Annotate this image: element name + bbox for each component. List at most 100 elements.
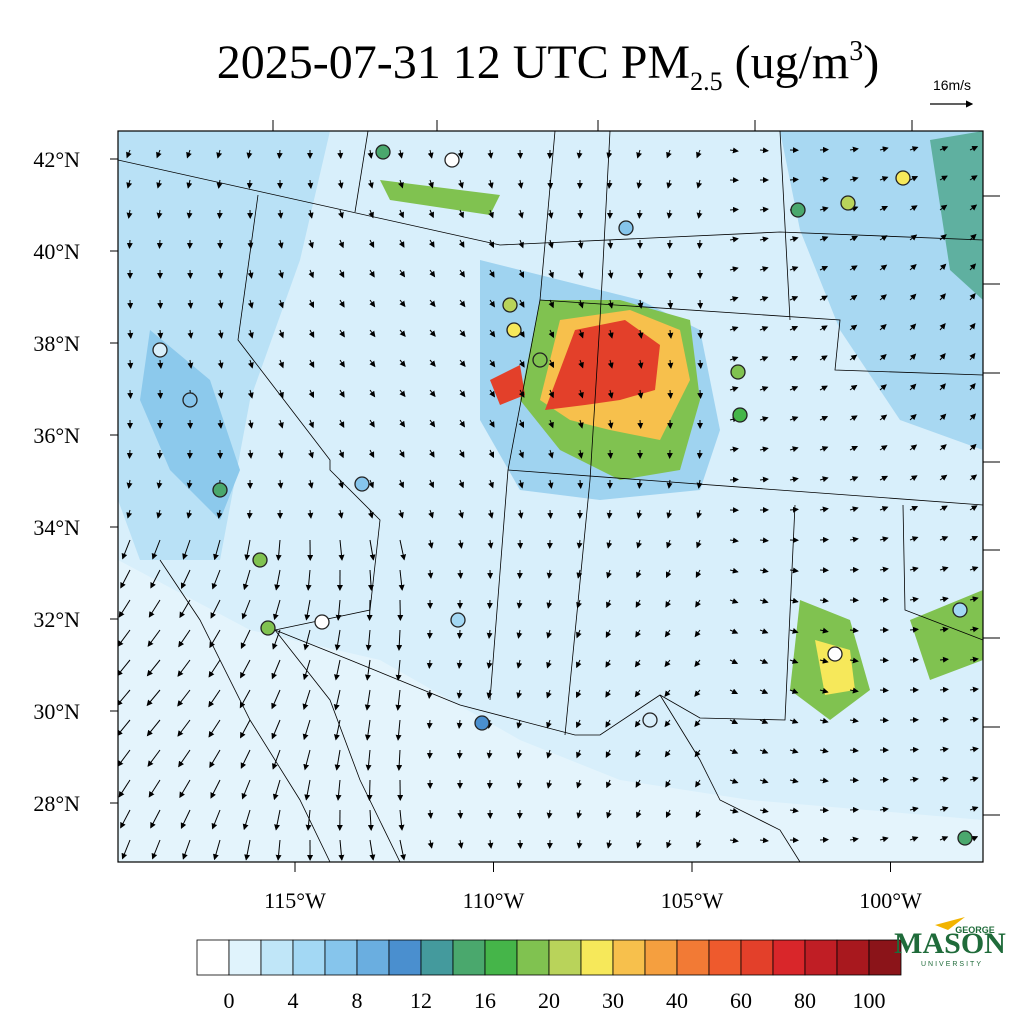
- wind-arrow: [308, 269, 314, 279]
- wind-arrow: [397, 149, 404, 159]
- wind-reference: 16m/s: [933, 77, 971, 93]
- wind-arrow: [399, 389, 406, 398]
- wind-arrow: [489, 389, 496, 398]
- wind-arrow: [211, 569, 221, 590]
- map: [118, 131, 983, 862]
- wind-arrow: [118, 599, 131, 618]
- wind-arrow: [819, 265, 829, 272]
- wind-arrow: [939, 776, 949, 783]
- wind-arrow: [244, 539, 251, 561]
- wind-arrow: [576, 659, 582, 669]
- wind-arrow: [605, 749, 612, 758]
- wind-arrow: [577, 269, 584, 279]
- wind-arrow: [428, 509, 434, 519]
- wind-arrow: [879, 414, 888, 421]
- wind-arrow: [819, 627, 829, 634]
- wind-arrow: [789, 176, 799, 183]
- wind-arrow: [216, 179, 223, 189]
- wind-arrow: [819, 446, 829, 452]
- wind-arrow: [240, 629, 251, 649]
- wind-arrow: [429, 299, 436, 308]
- wind-arrow: [399, 299, 406, 308]
- smoke: [490, 365, 525, 405]
- wind-arrow: [516, 659, 523, 669]
- wind-arrow: [849, 146, 859, 153]
- wind-arrow: [969, 746, 979, 753]
- wind-arrow: [548, 269, 554, 279]
- wind-arrow: [399, 419, 406, 428]
- wind-arrow: [729, 778, 739, 784]
- colorbar-box: [868, 939, 902, 976]
- title-main: 2025-07-31 12 UTC PM: [217, 36, 690, 89]
- wind-arrow: [367, 149, 374, 159]
- wind-arrow: [428, 479, 434, 489]
- wind-arrow: [517, 479, 524, 489]
- wind-arrow: [665, 569, 672, 579]
- wind-arrow: [272, 599, 281, 621]
- wind-arrow: [247, 299, 254, 309]
- wind-arrow: [246, 509, 253, 519]
- wind-arrow: [578, 299, 584, 309]
- wind-arrow: [182, 539, 191, 560]
- wind-arrow: [333, 659, 341, 681]
- wind-arrow: [147, 629, 161, 647]
- wind-arrow: [605, 719, 612, 728]
- wind-arrow: [488, 269, 495, 278]
- wind-arrow: [666, 839, 672, 849]
- wind-arrow: [819, 476, 829, 483]
- wind-arrow: [333, 719, 341, 741]
- wind-arrow: [696, 179, 703, 189]
- wind-arrow: [275, 539, 282, 561]
- wind-arrow: [576, 149, 583, 159]
- wind-arrow: [186, 209, 193, 219]
- wind-arrow: [547, 479, 554, 489]
- wind-arrow: [457, 809, 464, 819]
- wind-arrow: [969, 596, 979, 603]
- wind-arrow: [187, 299, 194, 309]
- wind-arrow: [666, 179, 673, 189]
- wind-arrow: [396, 629, 403, 651]
- wind-arrow: [148, 599, 161, 618]
- wind-arrow: [427, 569, 434, 579]
- wind-arrow: [307, 179, 314, 189]
- wind-arrow: [274, 809, 281, 831]
- smoke: [545, 320, 660, 410]
- wind-arrow: [368, 239, 375, 248]
- lat-label: 30°N: [33, 699, 80, 724]
- wind-arrow: [789, 688, 799, 694]
- wind-arrow: [121, 539, 131, 560]
- wind-arrow: [969, 505, 978, 511]
- wind-arrow: [518, 389, 525, 398]
- colorbar-label: 80: [794, 988, 816, 1013]
- wind-arrow: [369, 389, 376, 398]
- wind-arrow: [909, 413, 917, 421]
- colorbar-box: [580, 939, 614, 976]
- wind-arrow: [548, 359, 555, 369]
- wind-arrow: [209, 629, 221, 649]
- wind-arrow: [696, 449, 703, 459]
- wind-arrow: [216, 149, 223, 159]
- field: [930, 131, 983, 300]
- wind-arrow: [338, 269, 345, 278]
- wind-arrow: [789, 658, 799, 664]
- wind-arrow: [694, 689, 701, 697]
- wind-arrow: [518, 449, 524, 459]
- wind-arrow: [695, 569, 702, 578]
- wind-arrow: [939, 263, 947, 271]
- logo-line1: GEORGE: [955, 925, 995, 935]
- wind-arrow: [177, 689, 191, 707]
- wind-arrow: [244, 839, 251, 861]
- wind-arrow: [458, 449, 465, 458]
- wind-arrow: [819, 385, 828, 392]
- wind-arrow: [118, 749, 131, 767]
- wind-arrow: [729, 628, 739, 634]
- wind-arrow: [969, 322, 976, 331]
- wind-arrow: [239, 689, 251, 709]
- wind-arrow: [696, 839, 702, 849]
- wind-arrow: [217, 359, 224, 369]
- wind-arrow: [635, 599, 642, 608]
- lat-label: 40°N: [33, 239, 80, 264]
- wind-arrow: [426, 719, 433, 729]
- wind-arrow: [146, 659, 161, 677]
- wind-arrow: [456, 719, 463, 729]
